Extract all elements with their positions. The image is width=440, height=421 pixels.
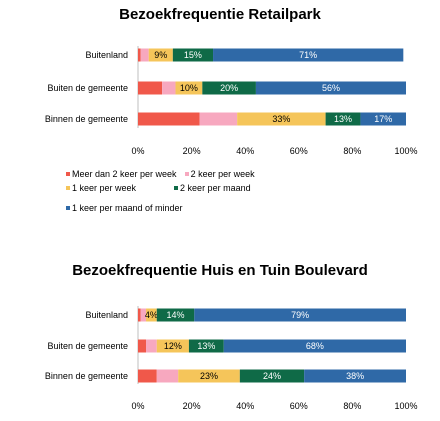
legend-swatch <box>66 172 70 176</box>
data-label: 12% <box>164 341 182 351</box>
legend-item: 2 keer per maand <box>174 181 251 195</box>
x-tick-label: 40% <box>236 146 254 156</box>
data-label: 9% <box>154 50 167 60</box>
data-label: 24% <box>263 371 281 381</box>
legend-label: 1 keer per maand of minder <box>72 203 183 213</box>
bar-segment <box>138 81 163 95</box>
bar-segment <box>188 339 224 353</box>
bar-segment <box>223 339 406 353</box>
legend-swatch <box>66 186 70 190</box>
bar-segment <box>146 308 157 322</box>
data-label: 14% <box>167 310 185 320</box>
bar-segment <box>202 81 256 95</box>
legend-swatch <box>174 186 179 190</box>
chart-title: Bezoekfrequentie Retailpark <box>119 6 321 23</box>
bar-segment <box>148 48 173 62</box>
data-label: 15% <box>184 50 202 60</box>
data-label: 4% <box>145 310 158 320</box>
x-tick-label: 0% <box>131 401 144 411</box>
bar-segment <box>255 81 406 95</box>
x-tick-label: 20% <box>183 146 201 156</box>
data-label: 23% <box>200 371 218 381</box>
legend-label: Meer dan 2 keer per week <box>72 169 177 179</box>
category-label: Binnen de gemeente <box>45 371 128 381</box>
legend-item: 1 keer per week <box>66 181 136 195</box>
category-label: Buitenland <box>85 50 128 60</box>
chart-plot: Buitenland 9% 15% 71% Buiten de gemeente 10% 2… <box>45 46 418 156</box>
bar-segment <box>138 308 141 322</box>
data-label: 38% <box>346 371 364 381</box>
category-label: Buiten de gemeente <box>47 341 128 351</box>
data-label: 79% <box>291 310 309 320</box>
data-label: 17% <box>374 114 392 124</box>
data-label: 10% <box>180 83 198 93</box>
bar-segment <box>138 339 147 353</box>
x-tick-label: 60% <box>290 401 308 411</box>
x-tick-label: 40% <box>236 401 254 411</box>
x-tick-label: 80% <box>343 401 361 411</box>
legend-label: 2 keer per week <box>190 169 255 179</box>
legend-item: 1 keer per maand of minder <box>66 201 183 215</box>
x-tick-label: 0% <box>131 146 144 156</box>
bar-segment <box>178 369 240 383</box>
bar-segment <box>360 112 406 126</box>
bar-segment <box>175 81 203 95</box>
legend-swatch <box>66 206 70 210</box>
data-label: 13% <box>334 114 352 124</box>
bar-segment <box>156 369 179 383</box>
x-tick-label: 100% <box>394 401 417 411</box>
category-label: Buiten de gemeente <box>47 83 128 93</box>
chart-plot: Buitenland 4% 14% 79% Buiten de gemeente 12% 1… <box>45 306 418 411</box>
legend-label: 2 keer per maand <box>180 183 251 193</box>
legend-swatch <box>184 172 189 176</box>
legend-item: Meer dan 2 keer per week <box>66 167 177 181</box>
bar-segment <box>325 112 361 126</box>
x-tick-label: 60% <box>290 146 308 156</box>
data-label: 33% <box>272 114 290 124</box>
bar-segment <box>199 112 238 126</box>
data-label: 20% <box>220 83 238 93</box>
bar-segment <box>138 112 200 126</box>
bar-segment <box>239 369 305 383</box>
chart-title: Bezoekfrequentie Huis en Tuin Boulevard <box>72 262 368 279</box>
x-tick-label: 80% <box>343 146 361 156</box>
chart-retailpark: Bezoekfrequentie Retailpark Buitenland 9%… <box>0 0 440 213</box>
bar-segment <box>138 369 157 383</box>
x-tick-label: 20% <box>183 401 201 411</box>
legend-item: 2 keer per week <box>184 167 255 181</box>
data-label: 71% <box>299 50 317 60</box>
x-tick-label: 100% <box>394 146 417 156</box>
category-label: Binnen de gemeente <box>45 114 128 124</box>
bar-segment <box>140 48 149 62</box>
bar-segment <box>304 369 406 383</box>
bar-segment <box>156 339 189 353</box>
bar-segment <box>156 308 195 322</box>
data-label: 56% <box>322 83 340 93</box>
bar-segment <box>194 308 406 322</box>
bar-segment <box>140 308 147 322</box>
bar-segment <box>172 48 214 62</box>
bar-segment <box>138 48 141 62</box>
chart-legend: Meer dan 2 keer per week 2 keer per week… <box>66 167 263 215</box>
data-label: 68% <box>306 341 324 351</box>
data-label: 13% <box>197 341 215 351</box>
bar-segment <box>213 48 404 62</box>
bar-segment <box>146 339 157 353</box>
category-label: Buitenland <box>85 310 128 320</box>
legend-label: 1 keer per week <box>72 183 137 193</box>
bar-segment <box>162 81 176 95</box>
chart-huis-en-tuin-boulevard: Bezoekfrequentie Huis en Tuin Boulevard … <box>0 262 440 421</box>
bar-segment <box>237 112 326 126</box>
